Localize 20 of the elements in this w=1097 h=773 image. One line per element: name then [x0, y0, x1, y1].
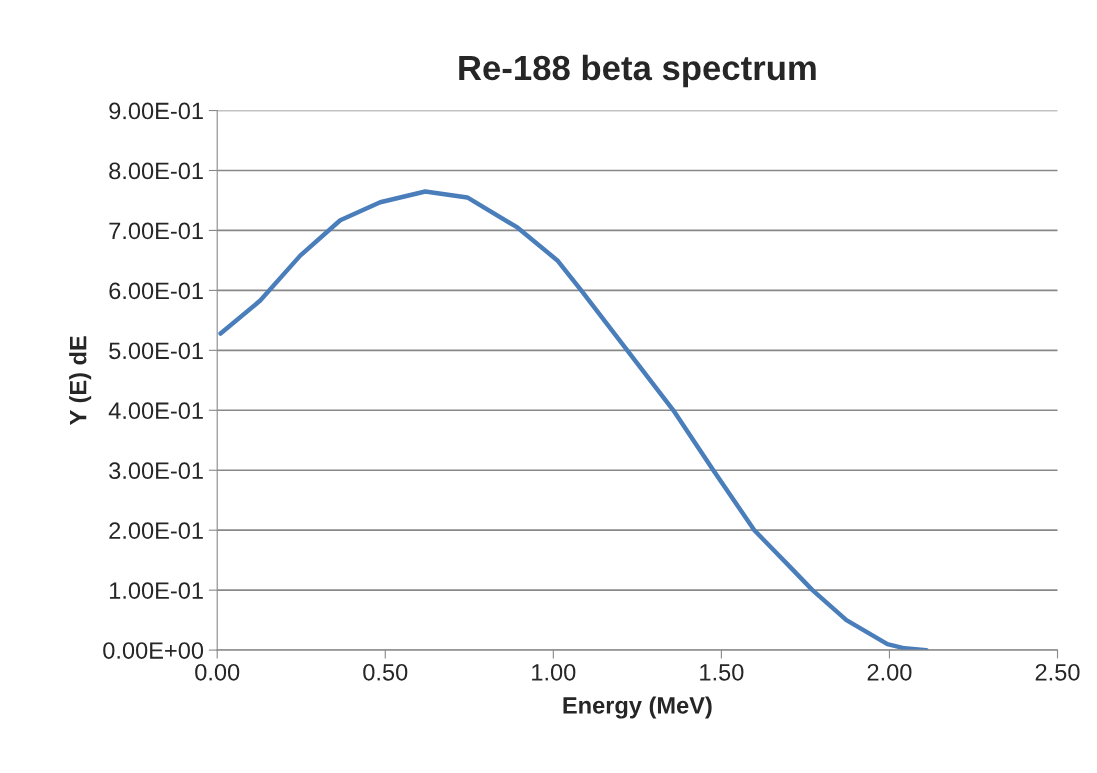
y-tick-label: 4.00E-01 — [108, 402, 203, 420]
y-axis-title: Y (E) dE — [69, 336, 92, 425]
y-tick-label: 0.00E+00 — [103, 642, 204, 659]
x-tick-label: 2.50 — [1035, 663, 1080, 681]
y-tick-label: 6.00E-01 — [109, 282, 203, 300]
x-tick-label: 1.50 — [700, 663, 744, 681]
x-tick-label: 2.00 — [867, 663, 912, 681]
line-series — [218, 189, 929, 651]
y-tick-label: 1.00E-01 — [109, 582, 203, 599]
y-tick-label: 8.00E-01 — [109, 162, 203, 180]
y-tick-label: 9.00E-01 — [109, 102, 203, 120]
x-tick-label: 0.50 — [363, 663, 408, 681]
y-tick-label: 5.00E-01 — [109, 342, 203, 360]
y-tick-label: 7.00E-01 — [109, 222, 203, 240]
y-tick-label: 3.00E-01 — [109, 462, 203, 480]
y-tick-label: 2.00E-01 — [109, 522, 203, 539]
chart-title: Re-188 beta spectrum — [459, 54, 816, 88]
x-tick-label: 1.00 — [532, 663, 576, 681]
x-axis-title: Energy (MeV) — [563, 696, 712, 719]
x-tick-label: 0.00 — [195, 663, 240, 681]
